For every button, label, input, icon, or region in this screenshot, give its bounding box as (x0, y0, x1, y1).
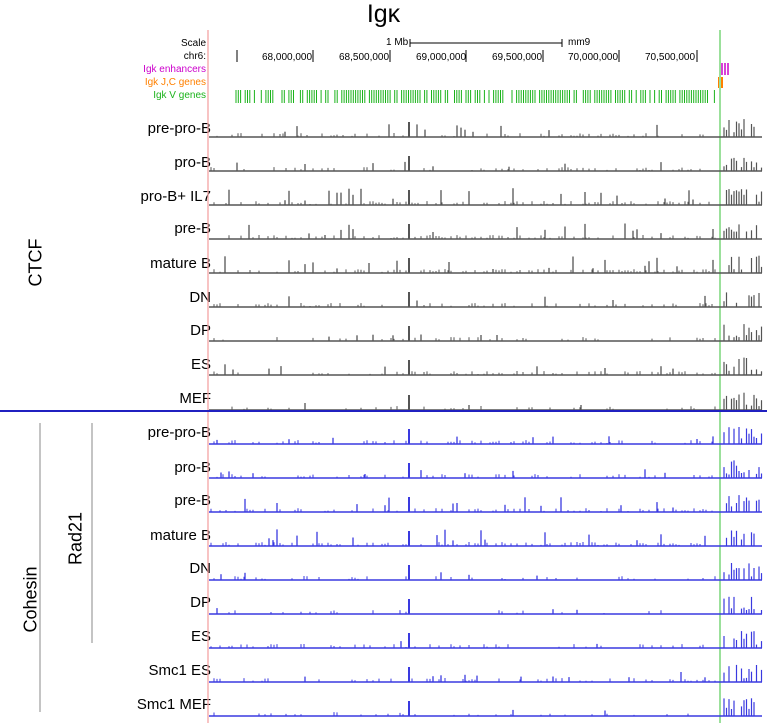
assembly-label: mm9 (568, 37, 591, 48)
position-label: 70,500,000 (645, 52, 696, 63)
position-label: 69,500,000 (492, 52, 543, 63)
rad21-track-label: pro-B (174, 459, 211, 476)
position-label: 70,000,000 (568, 52, 619, 63)
position-label: 69,000,000 (416, 52, 467, 63)
smc1-track-label: Smc1 ES (148, 662, 211, 679)
ctcf-track-label: pre-B (174, 220, 211, 237)
ctcf-track-label: pro-B (174, 154, 211, 171)
position-label: 68,000,000 (262, 52, 313, 63)
ctcf-track-label: mature B (150, 255, 211, 272)
rad21-track-label: pre-pro-B (147, 424, 211, 441)
rad21-track-label: pre-B (174, 492, 211, 509)
ctcf-track-label: DN (189, 289, 211, 306)
ctcf-track-label: pre-pro-B (147, 120, 211, 137)
figure-title: Igκ (366, 0, 401, 28)
rad21-track-label: mature B (150, 527, 211, 544)
rad21-track-label: DP (190, 594, 211, 611)
rad21-track-label: ES (190, 628, 211, 645)
rad21-track-label: DN (189, 560, 211, 577)
ctcf-track-label: MEF (179, 390, 211, 407)
scale-bar-text: 1 Mb (386, 37, 409, 48)
jc-genes-label: Igk J,C genes (144, 77, 206, 88)
ctcf-track-label: pro-B+ IL7 (140, 188, 211, 205)
ctcf-track-label: ES (190, 356, 211, 373)
ctcf-track-label: DP (190, 322, 211, 339)
chr-label: chr6: (183, 51, 206, 62)
v-genes-label: Igk V genes (153, 90, 206, 101)
smc1-track-label: Smc1 MEF (136, 696, 211, 713)
position-label: 68,500,000 (339, 52, 390, 63)
enhancers-label: Igk enhancers (143, 64, 206, 75)
scale-label: Scale (180, 38, 206, 49)
